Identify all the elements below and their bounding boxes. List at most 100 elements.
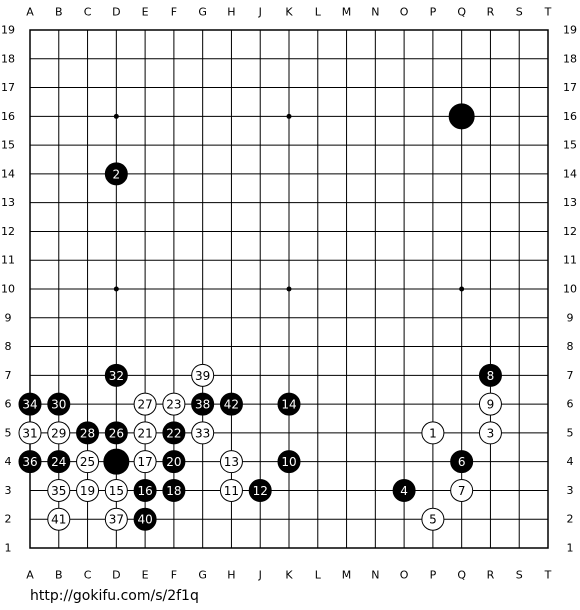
- black-stone: [18, 392, 42, 416]
- column-label: S: [516, 6, 523, 19]
- white-stone: [76, 478, 100, 502]
- column-label: E: [142, 6, 149, 19]
- move-number: 7: [458, 484, 466, 498]
- move-number: 23: [166, 398, 181, 412]
- row-label: 3: [567, 484, 574, 497]
- move-number: 36: [22, 455, 37, 469]
- black-stone: [133, 507, 157, 531]
- column-label: E: [142, 569, 149, 582]
- black-stone: [104, 162, 128, 186]
- black-stone: [277, 392, 301, 416]
- move-number: 8: [487, 369, 495, 383]
- row-label: 2: [5, 513, 12, 526]
- black-stone: [104, 363, 128, 387]
- column-label: B: [55, 569, 63, 582]
- star-point: [113, 113, 119, 119]
- column-label: F: [171, 6, 177, 19]
- black-stone: [450, 450, 474, 474]
- white-stone: [478, 421, 502, 445]
- column-label: F: [171, 569, 177, 582]
- column-label: N: [371, 6, 379, 19]
- white-stone: [219, 450, 243, 474]
- row-label: 19: [563, 24, 577, 37]
- white-stone: [104, 478, 128, 502]
- row-label: 7: [5, 369, 12, 382]
- row-label: 9: [567, 311, 574, 324]
- white-stone: [133, 392, 157, 416]
- white-stone: [450, 478, 474, 502]
- move-number: 24: [51, 455, 66, 469]
- row-label: 13: [563, 196, 577, 209]
- black-stone: [191, 392, 215, 416]
- star-point: [286, 113, 292, 119]
- row-label: 18: [563, 52, 577, 65]
- column-label: M: [342, 569, 352, 582]
- black-stone: [76, 421, 100, 445]
- row-label: 12: [1, 225, 15, 238]
- row-label: 1: [567, 542, 574, 555]
- row-label: 13: [1, 196, 15, 209]
- column-label: H: [227, 569, 235, 582]
- column-label: R: [487, 6, 495, 19]
- row-label: 3: [5, 484, 12, 497]
- move-number: 10: [281, 455, 296, 469]
- url: http://gokifu.com/s/2f1q: [30, 588, 199, 604]
- move-number: 11: [224, 484, 239, 498]
- move-number: 4: [400, 484, 408, 498]
- row-label: 12: [563, 225, 577, 238]
- white-stone: [191, 363, 215, 387]
- column-label: O: [400, 569, 409, 582]
- black-stone: [162, 421, 186, 445]
- row-label: 17: [563, 81, 577, 94]
- move-number: 27: [137, 398, 152, 412]
- black-stone: [392, 478, 416, 502]
- row-label: 4: [5, 455, 12, 468]
- white-stone: [191, 421, 215, 445]
- row-label: 16: [563, 110, 577, 123]
- move-number: 15: [109, 484, 124, 498]
- move-number: 17: [137, 455, 152, 469]
- black-stone: [133, 478, 157, 502]
- white-stone: [421, 507, 445, 531]
- black-stone: [162, 478, 186, 502]
- row-label: 14: [563, 167, 577, 180]
- column-label: C: [84, 569, 92, 582]
- row-label: 16: [1, 110, 15, 123]
- move-number: 38: [195, 398, 210, 412]
- black-stone: [448, 103, 475, 130]
- move-number: 9: [487, 398, 495, 412]
- black-stone: [248, 478, 272, 502]
- white-stone: [421, 421, 445, 445]
- column-label: P: [430, 569, 437, 582]
- move-number: 16: [137, 484, 152, 498]
- column-label: Q: [457, 6, 466, 19]
- black-stone: [219, 392, 243, 416]
- move-number: 34: [22, 398, 37, 412]
- row-label: 1: [5, 542, 12, 555]
- move-number: 40: [137, 513, 152, 527]
- white-stone: [47, 507, 71, 531]
- row-label: 5: [5, 426, 12, 439]
- column-label: G: [198, 6, 207, 19]
- column-label: Q: [457, 569, 466, 582]
- move-number: 42: [224, 398, 239, 412]
- row-label: 15: [1, 139, 15, 152]
- row-label: 9: [5, 311, 12, 324]
- column-label: J: [258, 569, 262, 582]
- white-stone: [104, 507, 128, 531]
- column-label: R: [487, 569, 495, 582]
- column-label: K: [285, 569, 293, 582]
- white-stone: [76, 450, 100, 474]
- column-label: H: [227, 6, 235, 19]
- move-number: 22: [166, 426, 181, 440]
- column-label: K: [285, 6, 293, 19]
- move-number: 41: [51, 513, 66, 527]
- move-number: 25: [80, 455, 95, 469]
- move-number: 26: [109, 426, 124, 440]
- column-label: P: [430, 6, 437, 19]
- column-label: B: [55, 6, 63, 19]
- move-number: 18: [166, 484, 181, 498]
- star-point: [113, 286, 119, 292]
- move-number: 30: [51, 398, 66, 412]
